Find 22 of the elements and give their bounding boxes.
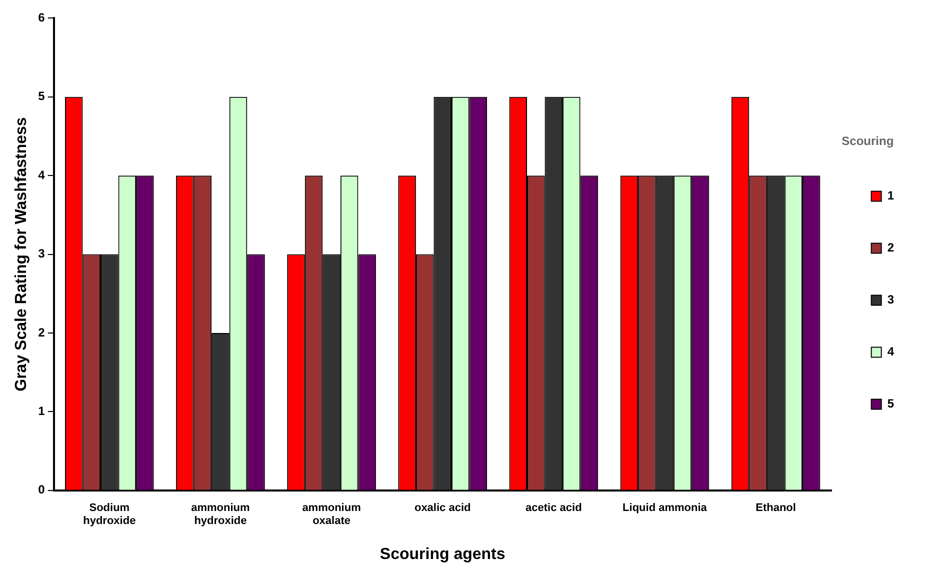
- legend-label: 5: [887, 396, 894, 411]
- x-tick-label: acetic acid: [526, 502, 582, 514]
- legend-label: 2: [887, 240, 894, 255]
- y-axis-title: Gray Scale Rating for Washfastness: [13, 117, 30, 392]
- legend-label: 3: [887, 292, 894, 307]
- x-axis-title: Scouring agents: [380, 546, 506, 563]
- y-tick-label: 4: [38, 168, 46, 182]
- x-tick-label: oxalic acid: [414, 502, 471, 514]
- y-tick-label: 2: [38, 325, 46, 340]
- legend-label: 4: [887, 344, 894, 359]
- y-tick-label: 0: [38, 482, 46, 497]
- y-tick-label: 3: [38, 246, 46, 261]
- y-tick-label: 1: [38, 404, 46, 418]
- x-tick-label: ammonium hydroxide: [191, 502, 250, 528]
- x-tick-label: ammonium oxalate: [302, 502, 362, 528]
- x-tick-label: Sodium hydroxide: [83, 502, 136, 528]
- legend-label: 1: [887, 188, 894, 203]
- legend-title: Scouring: [842, 134, 894, 148]
- y-tick-label: 6: [38, 10, 46, 25]
- y-tick-label: 5: [38, 89, 46, 104]
- x-tick-label: Ethanol: [756, 502, 796, 514]
- x-tick-label: Liquid ammonia: [622, 502, 708, 514]
